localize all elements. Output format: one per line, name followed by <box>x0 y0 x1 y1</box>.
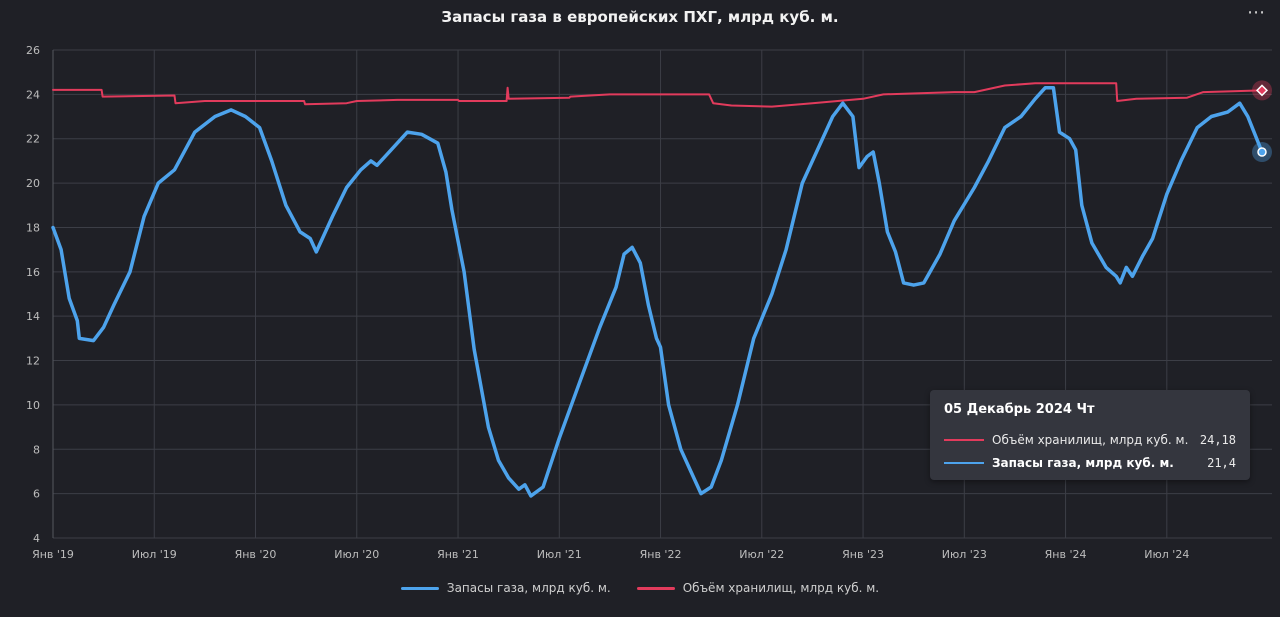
ellipsis-icon[interactable]: ⋯ <box>1247 2 1266 23</box>
chart-title: Запасы газа в европейских ПХГ, млрд куб.… <box>441 8 839 26</box>
x-tick-label: Янв '19 <box>32 548 74 561</box>
tooltip-value-capacity: 24,18 <box>1199 433 1236 447</box>
legend-item-storage[interactable]: Запасы газа, млрд куб. м. <box>400 581 611 595</box>
y-tick-label: 18 <box>26 221 40 234</box>
y-tick-label: 6 <box>33 488 40 501</box>
series-layer <box>51 82 1264 498</box>
y-tick-label: 20 <box>26 177 40 190</box>
x-tick-label: Июл '22 <box>739 548 784 561</box>
legend-item-capacity[interactable]: Объём хранилищ, млрд куб. м. <box>636 581 880 595</box>
x-tick-label: Июл '20 <box>334 548 379 561</box>
y-tick-label: 14 <box>26 310 40 323</box>
series-line-capacity <box>52 82 1263 108</box>
tooltip-name-storage: Запасы газа, млрд куб. м. <box>992 456 1174 470</box>
capacity-marker <box>1255 84 1269 97</box>
tooltip-row-capacity: Объём хранилищ, млрд куб. м. 24,18 <box>944 432 1236 448</box>
legend-swatch-capacity <box>636 586 675 590</box>
marker-layer <box>1252 80 1272 163</box>
legend: Запасы газа, млрд куб. м. Объём хранилищ… <box>0 581 1280 595</box>
x-tick-label: Июл '23 <box>942 548 987 561</box>
series-line-storage <box>51 85 1264 498</box>
y-tick-label: 4 <box>33 532 40 545</box>
x-tick-label: Янв '22 <box>640 548 682 561</box>
y-tick-label: 24 <box>26 88 40 101</box>
x-tick-label: Янв '21 <box>437 548 479 561</box>
x-tick-label: Янв '24 <box>1045 548 1087 561</box>
tooltip-date: 05 Декабрь 2024 Чт <box>944 402 1095 417</box>
tooltip-swatch-capacity <box>944 439 984 441</box>
tooltip-row-storage: Запасы газа, млрд куб. м. 21,4 <box>944 455 1236 471</box>
y-tick-label: 16 <box>26 266 40 279</box>
y-tick-label: 12 <box>26 355 40 368</box>
tooltip-value-storage: 21,4 <box>1207 456 1236 470</box>
axis-labels: 4 6 8 10 12 14 16 18 20 22 24 26 Янв '19 Июл '19 Янв '… <box>26 44 1189 561</box>
y-tick-label: 22 <box>26 133 40 146</box>
y-tick-label: 8 <box>33 443 40 456</box>
tooltip-swatch-storage <box>944 462 984 464</box>
legend-label-storage: Запасы газа, млрд куб. м. <box>446 581 611 595</box>
x-tick-label: Июл '19 <box>132 548 177 561</box>
tooltip: 05 Декабрь 2024 Чт Объём хранилищ, млрд … <box>930 390 1250 480</box>
legend-label-capacity: Объём хранилищ, млрд куб. м. <box>682 581 880 595</box>
x-tick-label: Июл '24 <box>1144 548 1189 561</box>
x-tick-label: Июл '21 <box>537 548 582 561</box>
storage-marker <box>1257 147 1267 157</box>
y-tick-label: 26 <box>26 44 40 57</box>
tooltip-name-capacity: Объём хранилищ, млрд куб. м. <box>992 433 1189 447</box>
x-tick-label: Янв '20 <box>235 548 277 561</box>
y-tick-label: 10 <box>26 399 40 412</box>
legend-swatch-storage <box>400 586 439 590</box>
x-tick-label: Янв '23 <box>842 548 884 561</box>
